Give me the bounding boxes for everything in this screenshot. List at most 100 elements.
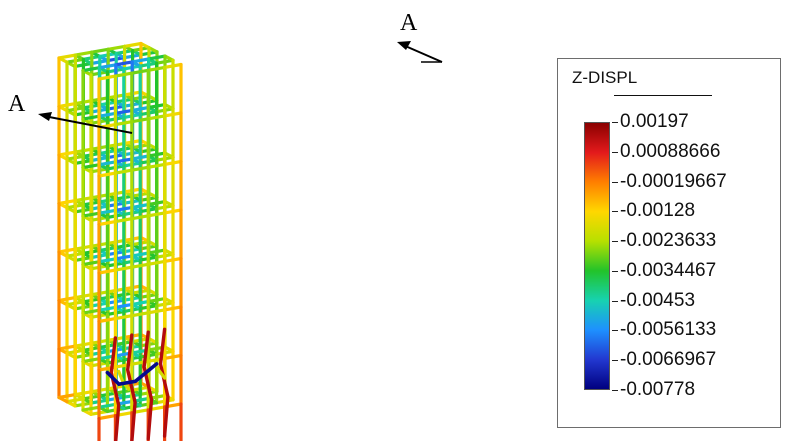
frame-member: [105, 362, 159, 387]
building-frame-model: [57, 41, 183, 441]
beam: [130, 165, 150, 172]
beam: [114, 157, 134, 164]
colorbar: [584, 122, 610, 390]
beam: [147, 297, 167, 304]
colorbar-tick: [612, 122, 618, 123]
colorbar-tick-label: -0.0023633: [620, 230, 717, 252]
colorbar-tick: [612, 211, 618, 213]
beam: [146, 114, 167, 121]
beam: [65, 397, 86, 404]
beam: [90, 47, 110, 54]
beam: [97, 268, 118, 275]
beam: [130, 154, 151, 161]
beam: [114, 205, 134, 212]
beam: [146, 211, 167, 218]
beam: [146, 259, 167, 266]
beam: [81, 260, 102, 267]
beam: [57, 393, 78, 400]
beam: [97, 317, 118, 324]
beam: [57, 101, 78, 109]
beam: [122, 41, 143, 49]
beam: [113, 168, 134, 175]
beam: [163, 111, 183, 118]
beam: [57, 344, 78, 351]
beam: [114, 60, 134, 67]
beam: [113, 71, 134, 78]
beam: [114, 254, 134, 261]
colorbar-tick: [612, 300, 618, 302]
beam: [130, 57, 151, 64]
beam: [130, 117, 150, 124]
section-arrow-left: [38, 112, 133, 134]
beam: [97, 160, 118, 167]
beam: [163, 305, 183, 312]
beam: [97, 208, 118, 215]
beam: [163, 159, 183, 166]
beam: [57, 53, 78, 60]
beam: [147, 102, 167, 110]
beam: [113, 265, 134, 272]
beam: [97, 257, 118, 264]
beam: [81, 114, 102, 121]
beam: [146, 162, 167, 169]
beam: [97, 74, 118, 81]
beam: [81, 357, 102, 364]
frame-member: [117, 369, 131, 391]
beam: [81, 308, 102, 315]
beam: [147, 54, 167, 61]
frame-member: [125, 333, 137, 441]
beam: [57, 296, 78, 303]
colorbar-tick-label: -0.0056133: [620, 319, 717, 341]
beam: [73, 50, 94, 57]
frame-member: [142, 330, 154, 441]
beam: [57, 247, 78, 254]
beam: [130, 262, 150, 269]
beam: [130, 251, 151, 258]
colorbar-tick-label: -0.00019667: [620, 170, 727, 192]
beam: [147, 248, 167, 255]
beam: [114, 302, 134, 309]
frame-member: [158, 327, 170, 438]
colorbar-tick: [612, 360, 618, 362]
beam: [81, 211, 102, 218]
beam: [163, 256, 183, 263]
colorbar-tick-label: -0.00778: [620, 379, 696, 400]
beam: [57, 150, 78, 157]
beam: [113, 217, 134, 224]
legend-title-underline: [614, 95, 712, 96]
colorbar-tick: [612, 241, 618, 243]
beam: [97, 402, 118, 409]
colorbar-tick-label: 0.00088666: [620, 140, 721, 162]
beam: [130, 105, 151, 113]
beam: [130, 68, 150, 75]
beam: [57, 199, 78, 206]
beam: [113, 314, 134, 321]
beam: [163, 208, 183, 215]
colorbar-tick: [612, 330, 618, 332]
beam: [130, 202, 151, 209]
z-displacement-legend: Z-DISPL 0.00197 0.00088666 -0.00019667 -0.0…: [557, 58, 781, 428]
legend-title: Z-DISPL: [572, 68, 638, 87]
colorbar-tick-label: -0.00453: [620, 289, 696, 311]
beam: [97, 220, 118, 227]
beam: [97, 414, 118, 421]
beam: [130, 214, 150, 221]
beam: [163, 62, 183, 70]
beam: [97, 63, 118, 70]
beam: [81, 405, 102, 412]
section-label-top: A: [400, 10, 418, 36]
beam: [97, 305, 118, 312]
frame-member: [109, 336, 121, 441]
colorbar-tick: [612, 270, 618, 272]
beam: [146, 65, 167, 72]
colorbar-tick: [612, 151, 618, 153]
beam: [147, 151, 167, 158]
beam: [97, 171, 118, 178]
beam: [114, 108, 134, 115]
beam: [81, 66, 102, 73]
colorbar-tick-label: -0.0034467: [620, 259, 717, 281]
colorbar-tick: [612, 181, 618, 183]
colorbar-tick: [612, 390, 618, 391]
beam: [163, 353, 183, 360]
section-label-left: A: [8, 91, 26, 117]
